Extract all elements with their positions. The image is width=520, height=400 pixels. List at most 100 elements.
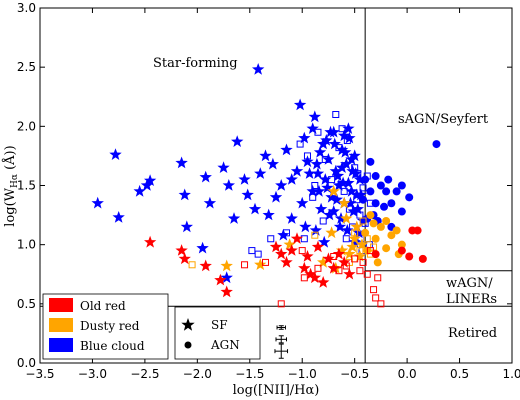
blue-cloud-star-point bbox=[348, 149, 361, 162]
blue-cloud-star-point bbox=[311, 167, 325, 179]
axis-ticks: −3.5 −3.0 −2.5 −2.0 −1.5 −1.0 −0.5 0.0 0.5 1.0 0.0… bbox=[17, 1, 520, 381]
dusty-red-star-point bbox=[348, 232, 361, 244]
x-tick-label: −2.0 bbox=[183, 367, 212, 381]
blue-cloud-star-point bbox=[259, 149, 272, 162]
old-red-star-point bbox=[301, 250, 314, 262]
dusty-red-square-open-point bbox=[188, 261, 196, 269]
old-red-square-open-point bbox=[300, 274, 308, 282]
blue-cloud-star-point bbox=[314, 202, 328, 215]
dusty-red-star-point bbox=[317, 255, 330, 268]
y-tick-label: 2.0 bbox=[17, 119, 36, 133]
legend-color: Old red Dusty red Blue cloud bbox=[42, 293, 169, 360]
x-axis-label: log([NII]/Hα) bbox=[233, 383, 320, 398]
blue-cloud-square-open-point bbox=[353, 196, 361, 204]
old-red-square-open-point bbox=[298, 247, 306, 255]
legend-circle-icon bbox=[184, 341, 192, 349]
x-tick-label: −1.0 bbox=[288, 367, 317, 381]
blue-cloud-star-point bbox=[348, 235, 361, 248]
blue-cloud-star-point bbox=[347, 205, 360, 217]
old-red-star-point bbox=[175, 244, 188, 256]
old-red-star-point bbox=[178, 252, 191, 265]
legend-label-old-red: Old red bbox=[80, 299, 126, 313]
old-red-star-point bbox=[144, 235, 157, 248]
region-label-wagn-line1: wAGN/ bbox=[446, 276, 493, 291]
old-red-square-open-point bbox=[374, 274, 382, 282]
blue-cloud-star-point bbox=[303, 167, 316, 179]
dusty-red-circle-point bbox=[382, 244, 391, 253]
old-red-star-point bbox=[275, 247, 288, 260]
blue-cloud-star-point bbox=[308, 110, 321, 123]
blue-cloud-circle-point bbox=[376, 181, 385, 190]
x-tick-label: −3.0 bbox=[78, 367, 107, 381]
blue-cloud-star-point bbox=[109, 148, 122, 160]
blue-cloud-star-point bbox=[180, 220, 193, 233]
old-red-square-open-point bbox=[262, 258, 270, 266]
blue-cloud-star-point bbox=[217, 161, 230, 173]
error-bars bbox=[274, 325, 289, 359]
blue-cloud-star-point bbox=[306, 184, 319, 197]
blue-cloud-square-open-point bbox=[343, 137, 351, 145]
blue-cloud-star-point bbox=[342, 176, 355, 189]
old-red-square-open-point bbox=[356, 267, 364, 275]
blue-cloud-star-point bbox=[203, 196, 217, 209]
dusty-red-circle-point bbox=[397, 240, 406, 249]
dusty-red-star-point bbox=[283, 238, 296, 250]
blue-cloud-star-point bbox=[329, 164, 342, 177]
dusty-red-star-point bbox=[335, 244, 349, 256]
blue-cloud-circle-point bbox=[359, 195, 368, 204]
blue-cloud-square-open-point bbox=[309, 193, 317, 201]
blue-cloud-square-open-point bbox=[354, 170, 362, 178]
blue-cloud-star-point bbox=[178, 188, 191, 201]
y-tick-label: 1.5 bbox=[17, 179, 36, 193]
y-tick-label: 3.0 bbox=[17, 1, 36, 15]
old-red-star-point bbox=[290, 232, 304, 244]
old-red-star-point bbox=[317, 276, 330, 288]
dusty-red-square-open-point bbox=[356, 247, 364, 255]
blue-cloud-circle-point bbox=[432, 140, 441, 149]
blue-cloud-star-point bbox=[299, 220, 312, 233]
dusty-red-circle-point bbox=[366, 211, 375, 220]
old-red-star-point bbox=[220, 285, 233, 298]
blue-cloud-star-point bbox=[328, 137, 341, 150]
old-red-square-open-point bbox=[314, 264, 322, 272]
legend-label-blue-cloud: Blue cloud bbox=[80, 339, 145, 353]
old-red-square-open-point bbox=[330, 253, 338, 260]
legend-swatch-dusty-red bbox=[49, 318, 73, 332]
old-red-circle-point bbox=[397, 246, 406, 255]
dusty-red-circle-point bbox=[371, 234, 380, 243]
dusty-red-star-point bbox=[353, 250, 367, 262]
old-red-star-point bbox=[327, 261, 340, 274]
blue-cloud-star-point bbox=[353, 173, 367, 185]
blue-cloud-star-point bbox=[285, 212, 298, 224]
old-red-square-open-point bbox=[277, 300, 285, 308]
x-tick-label: −1.5 bbox=[235, 367, 264, 381]
blue-cloud-star-point bbox=[306, 122, 319, 134]
dusty-red-circle-point bbox=[387, 231, 396, 240]
region-label-sagn: sAGN/Seyfert bbox=[398, 112, 489, 127]
old-red-square-open-point bbox=[366, 247, 374, 255]
blue-cloud-square-open-point bbox=[332, 111, 340, 118]
dusty-red-square-open-point bbox=[351, 229, 359, 237]
dusty-red-star-point bbox=[350, 220, 363, 233]
blue-cloud-star-point bbox=[323, 208, 336, 221]
dusty-red-star-point bbox=[254, 258, 267, 270]
blue-cloud-circle-point bbox=[366, 187, 375, 196]
old-red-star-point bbox=[214, 273, 227, 286]
blue-cloud-star-point bbox=[231, 135, 244, 147]
blue-cloud-star-point bbox=[345, 184, 358, 197]
region-label-star-forming: Star-forming bbox=[153, 56, 238, 71]
blue-cloud-square-open-point bbox=[328, 176, 336, 184]
blue-cloud-star-point bbox=[301, 155, 314, 168]
old-red-star-point bbox=[285, 244, 298, 256]
blue-cloud-star-point bbox=[310, 157, 324, 170]
blue-cloud-star-point bbox=[285, 173, 298, 185]
blue-cloud-star-point bbox=[334, 212, 348, 224]
blue-cloud-square-open-point bbox=[361, 219, 369, 227]
blue-cloud-star-point bbox=[222, 179, 235, 191]
old-red-star-point bbox=[199, 259, 212, 272]
blue-cloud-star-point bbox=[338, 129, 351, 142]
blue-cloud-star-point bbox=[352, 226, 365, 239]
blue-cloud-square-open-point bbox=[282, 229, 290, 237]
blue-cloud-circle-point bbox=[397, 181, 406, 190]
legend-label-sf: SF bbox=[211, 318, 228, 332]
